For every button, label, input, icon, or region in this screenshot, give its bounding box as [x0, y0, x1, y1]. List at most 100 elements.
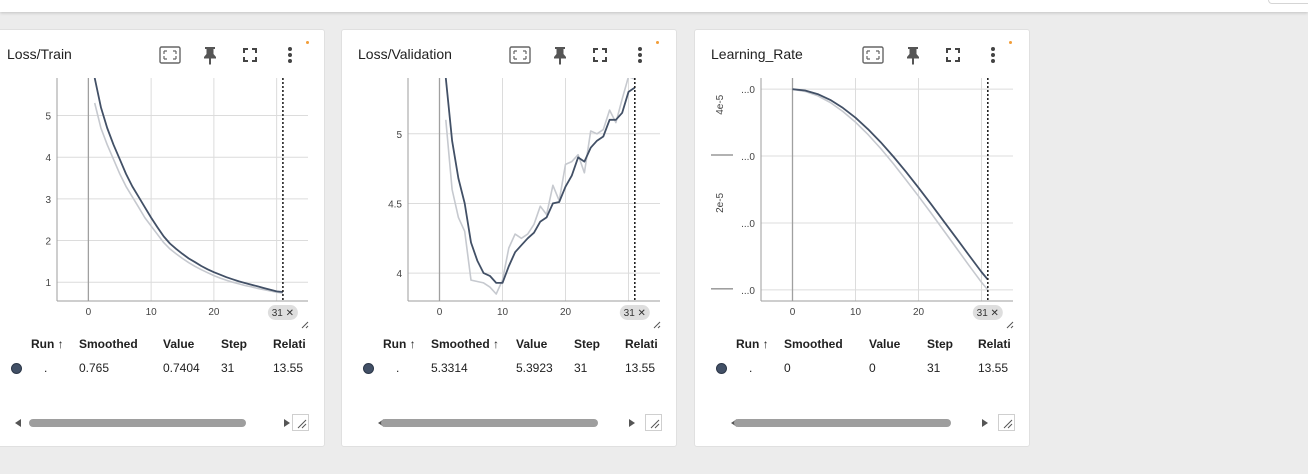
scroll-right-arrow-icon[interactable]	[982, 419, 988, 427]
fit-domain-icon[interactable]	[508, 43, 532, 67]
resize-grip-icon[interactable]	[301, 321, 309, 329]
y-tick-label: 4	[396, 269, 402, 280]
table-cell: 0	[784, 361, 791, 375]
x-tick-label: 20	[913, 307, 925, 318]
x-tick-label: 10	[850, 307, 862, 318]
table-header-cell[interactable]: Smoothed	[79, 337, 138, 351]
card-title: Loss/Train	[7, 46, 72, 62]
y-tick-label: ...0	[741, 85, 755, 96]
table-header-cell[interactable]: Value	[516, 337, 548, 351]
top-toolbar-button[interactable]	[1268, 0, 1308, 4]
run-name-cell: .	[749, 361, 753, 375]
y-tick-label: 4	[45, 153, 51, 164]
notification-badge	[306, 41, 309, 44]
table-header-cell[interactable]: Run ↑	[383, 337, 416, 351]
x-tick-label: 10	[146, 307, 158, 318]
horizontal-scrollbar[interactable]	[695, 416, 1029, 430]
table-header-cell[interactable]: Relati	[625, 337, 658, 351]
y-scale-label: 4e-5	[715, 94, 726, 114]
scrollbar-thumb[interactable]	[734, 419, 951, 427]
scrollbar-thumb[interactable]	[381, 419, 598, 427]
scroll-right-arrow-icon[interactable]	[629, 419, 635, 427]
table-cell: 0.7404	[163, 361, 200, 375]
table-header-cell[interactable]: Smoothed ↑	[431, 337, 499, 351]
x-tick-label: 20	[560, 307, 572, 318]
more-vert-icon[interactable]	[981, 43, 1005, 67]
table-cell: 0.765	[79, 361, 110, 375]
pin-icon[interactable]	[548, 43, 572, 67]
scalar-card-learning-rate: Learning_Rate ...0 ...0 ...0 ...0 0 10 20 4e-5 2…	[694, 29, 1030, 447]
table-cell: 13.55	[273, 361, 304, 375]
table-header-cell[interactable]: Step	[927, 337, 954, 351]
resize-grip-icon[interactable]	[1006, 321, 1014, 329]
y-tick-label: ...0	[741, 286, 755, 297]
notification-badge	[1009, 41, 1012, 44]
table-header-cell[interactable]: Value	[869, 337, 901, 351]
x-tick-label: 0	[86, 307, 92, 318]
table-cell: 5.3314	[431, 361, 468, 375]
run-name-cell: .	[396, 361, 400, 375]
table-cell: 13.55	[978, 361, 1009, 375]
run-color-dot	[716, 363, 727, 374]
y-scale-label: 2e-5	[715, 192, 726, 212]
table-header-cell[interactable]: Relati	[978, 337, 1011, 351]
step-badge-label[interactable]: 31 ✕	[977, 308, 999, 319]
series-line-raw	[792, 88, 989, 291]
pin-icon[interactable]	[901, 43, 925, 67]
table-header-cell[interactable]: Run ↑	[31, 337, 64, 351]
line-chart[interactable]: 4 4.5 5 0 10 20 31 ✕	[342, 30, 677, 340]
table-header-cell[interactable]: Smoothed	[784, 337, 843, 351]
scroll-right-arrow-icon[interactable]	[284, 419, 290, 427]
card-title: Learning_Rate	[711, 46, 803, 62]
fullscreen-icon[interactable]	[941, 43, 965, 67]
series-line-smoothed	[93, 78, 283, 293]
y-tick-label: 5	[396, 130, 402, 141]
run-name-cell: .	[44, 361, 48, 375]
top-toolbar	[0, 0, 1308, 12]
step-badge[interactable]	[267, 305, 298, 320]
scrollbar-thumb[interactable]	[29, 419, 246, 427]
table-header-cell[interactable]: Step	[221, 337, 248, 351]
scroll-left-arrow-icon[interactable]	[15, 419, 21, 427]
series-line-smoothed	[444, 78, 636, 284]
step-badge[interactable]	[619, 305, 650, 320]
card-title: Loss/Validation	[358, 46, 452, 62]
line-chart[interactable]: ...0 ...0 ...0 ...0 0 10 20 4e-5 2e-5 31 ✕	[695, 30, 1030, 340]
table-header-cell[interactable]: Step	[574, 337, 601, 351]
table-resize-handle-icon[interactable]	[645, 414, 662, 431]
step-badge[interactable]	[972, 305, 1003, 320]
horizontal-scrollbar[interactable]	[0, 416, 324, 430]
notification-badge	[656, 41, 659, 44]
more-vert-icon[interactable]	[278, 43, 302, 67]
resize-grip-icon[interactable]	[653, 321, 661, 329]
fullscreen-icon[interactable]	[238, 43, 262, 67]
horizontal-scrollbar[interactable]	[342, 416, 676, 430]
table-header-cell[interactable]: Run ↑	[736, 337, 769, 351]
table-cell: 31	[221, 361, 235, 375]
table-cell: 31	[574, 361, 588, 375]
x-tick-label: 20	[208, 307, 220, 318]
fit-domain-icon[interactable]	[861, 43, 885, 67]
y-tick-label: 2	[45, 237, 51, 248]
y-tick-label: 4.5	[388, 199, 402, 210]
y-tick-label: 3	[45, 195, 51, 206]
table-cell: 13.55	[625, 361, 656, 375]
table-header-cell[interactable]: Value	[163, 337, 195, 351]
pin-icon[interactable]	[198, 43, 222, 67]
run-color-dot	[11, 363, 22, 374]
table-cell: 31	[927, 361, 941, 375]
step-badge-label[interactable]: 31 ✕	[272, 308, 294, 319]
fullscreen-icon[interactable]	[588, 43, 612, 67]
y-tick-label: ...0	[741, 219, 755, 230]
scalar-card-loss-train: Loss/Train 1 2 3 4 5 0 10 20 31 ✕ Run ↑ Smoothed Va…	[0, 29, 325, 447]
table-cell: 0	[869, 361, 876, 375]
x-tick-label: 0	[790, 307, 796, 318]
table-resize-handle-icon[interactable]	[998, 414, 1015, 431]
line-chart[interactable]: 1 2 3 4 5 0 10 20 31 ✕	[0, 30, 325, 340]
table-header-cell[interactable]: Relati	[273, 337, 306, 351]
table-resize-handle-icon[interactable]	[292, 414, 309, 431]
more-vert-icon[interactable]	[628, 43, 652, 67]
run-color-dot	[363, 363, 374, 374]
fit-domain-icon[interactable]	[158, 43, 182, 67]
step-badge-label[interactable]: 31 ✕	[624, 308, 646, 319]
